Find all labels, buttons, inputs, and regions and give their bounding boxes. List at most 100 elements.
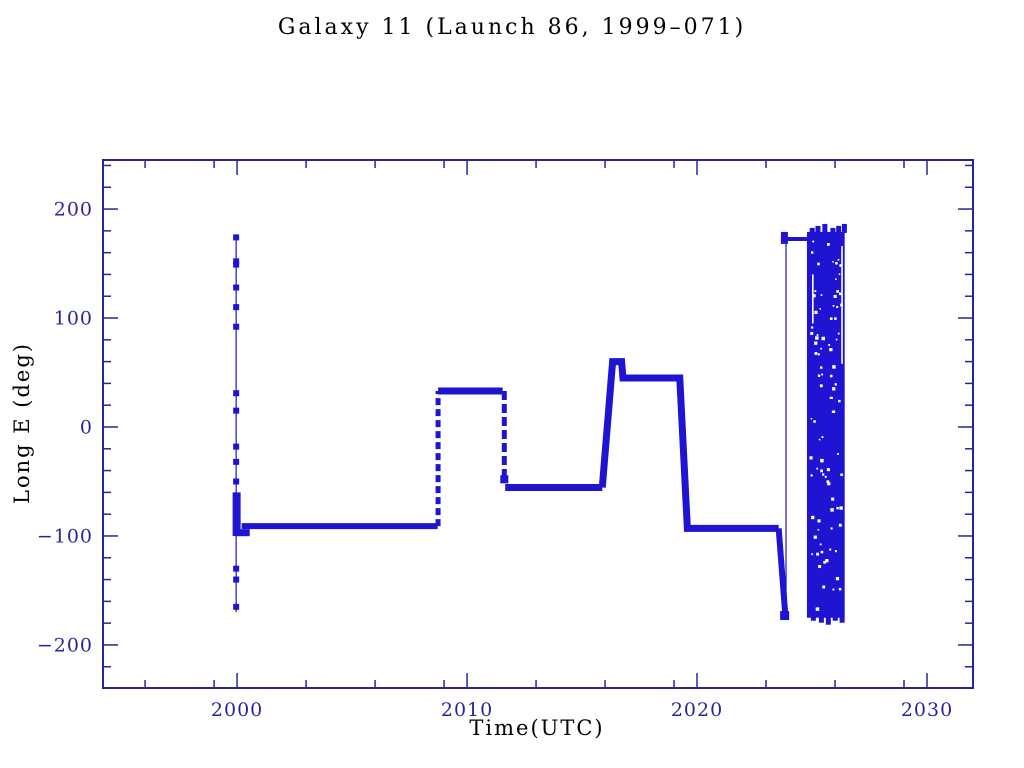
drift-block-speckle [812,294,816,298]
drift-block-speckle [827,243,830,246]
data-marker [233,407,240,414]
data-marker [500,475,509,484]
drift-block-speckle [825,559,829,563]
drift-block-speckle [828,344,831,346]
drift-block-fringe [836,225,842,233]
drift-block-speckle [823,560,826,564]
drift-block-speckle [838,523,842,527]
y-tick-label: 0 [80,416,93,438]
drift-block-fringe [809,227,815,233]
drift-block-fringe [841,223,847,233]
data-marker [233,261,240,268]
drift-block-speckle [829,548,832,551]
drift-block-fringe [839,616,845,623]
drift-block-speckle [832,387,836,391]
drift-block-gap [841,246,843,364]
drift-block-speckle [818,565,822,569]
data-marker [233,323,240,330]
drift-block-gap [812,274,814,324]
drift-block-speckle [820,294,823,296]
drift-block-speckle [817,374,821,377]
drift-block-speckle [820,347,822,350]
drift-block-fringe [832,616,838,621]
data-marker [233,458,240,465]
data-marker [233,234,240,241]
data-marker [233,284,240,291]
drift-block-speckle [816,552,820,556]
drift-block-speckle [837,332,840,335]
drift-block-speckle [811,515,815,520]
drift-block-speckle [839,264,843,267]
drift-block-speckle [813,420,816,423]
data-marker [233,304,240,311]
drift-block-speckle [810,251,814,254]
drift-block-speckle [818,438,821,441]
x-tick-label: 2010 [441,699,493,721]
chart-title: Galaxy 11 (Launch 86, 1999–071) [277,15,747,40]
drift-block-speckle [812,240,815,243]
data-marker [233,576,240,583]
drift-block-speckle [822,585,826,589]
drift-block-speckle [836,506,839,510]
drift-block-fringe [810,616,816,621]
data-marker [233,443,240,450]
drift-block-speckle [829,347,833,352]
data-marker [233,258,240,265]
drift-block-speckle [829,374,833,378]
drift-block-speckle [820,469,823,473]
data-marker [233,603,240,610]
data-marker [233,478,240,485]
drift-block-speckle [840,473,843,477]
drift-block-speckle [816,467,819,470]
drift-block-speckle [821,436,824,439]
data-marker [233,390,240,397]
x-tick-label: 2000 [211,699,263,721]
drift-block-speckle [821,373,824,376]
drift-block-speckle [830,508,834,512]
y-tick-label: 200 [54,199,93,221]
drift-block-speckle [839,292,842,296]
data-marker [233,565,240,572]
drift-block-speckle [831,497,835,501]
drift-block-speckle [810,331,814,335]
drift-block-speckle [830,396,833,399]
x-axis-label: Time(UTC) [469,716,605,740]
drift-block-speckle [834,550,837,553]
drift-block-speckle [837,453,839,455]
drift-block-speckle [832,588,835,591]
drift-block-speckle [836,305,839,309]
drift-block-speckle [838,587,842,591]
drift-block-speckle [820,366,823,369]
drift-block-speckle [819,384,823,388]
drift-block-speckle [839,506,843,510]
drift-block-speckle [820,550,824,554]
drift-block-speckle [813,535,817,539]
drift-block-speckle [819,308,822,310]
drift-block-fringe [825,616,831,625]
drift-block-speckle [816,334,819,336]
drift-block-speckle [811,326,814,329]
drift-block-speckle [815,336,819,340]
drift-block-speckle [826,468,830,472]
drift-block-speckle [835,338,838,341]
drift-block-speckle [835,278,837,280]
drift-block-speckle [835,576,840,581]
drift-block-speckle [836,290,840,293]
drift-block-speckle [814,341,818,345]
drift-block-speckle [827,482,831,486]
drift-block-speckle [810,474,813,477]
data-marker [780,611,790,621]
drift-block-speckle [810,417,813,420]
drift-block-speckle [814,310,818,315]
drift-block-speckle [811,553,814,556]
x-tick-label: 2020 [671,699,723,721]
drift-block-speckle [838,273,841,276]
drift-block-speckle [826,480,830,484]
drift-block-speckle [834,383,837,386]
drift-block-speckle [830,527,833,530]
drift-block-speckle [822,473,825,476]
drift-block-speckle [832,304,835,307]
drift-block-speckle [832,410,836,413]
drift-block-fringe [815,225,821,233]
